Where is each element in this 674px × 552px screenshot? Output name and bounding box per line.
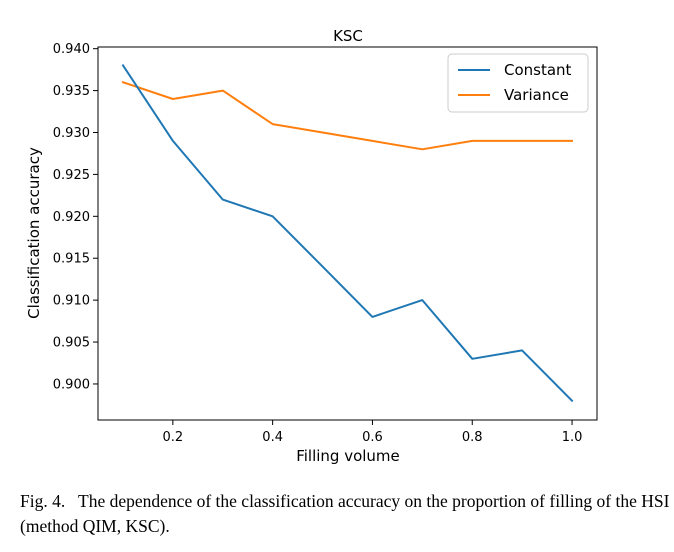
y-axis-label: Classification accuracy	[25, 147, 43, 319]
x-tick-label: 0.4	[262, 430, 283, 445]
legend-box	[447, 53, 589, 113]
y-tick-label: 0.930	[53, 126, 90, 141]
chart-title: KSC	[333, 27, 363, 45]
figure-caption: Fig. 4. The dependence of the classifica…	[20, 489, 670, 539]
y-tick-label: 0.940	[53, 42, 90, 57]
x-axis-ticks: 0.2 0.4 0.6 0.8 1.0	[163, 420, 583, 445]
x-tick-label: 0.6	[362, 430, 383, 445]
series-line-constant	[121, 64, 574, 403]
legend-label-constant: Constant	[504, 61, 572, 79]
series-layer	[121, 64, 574, 403]
legend: Constant Variance	[447, 53, 589, 113]
caption-label: Fig. 4.	[20, 491, 66, 511]
y-tick-label: 0.905	[53, 336, 90, 351]
y-tick-label: 0.915	[53, 252, 90, 267]
y-tick-label: 0.935	[53, 84, 90, 99]
y-axis-ticks: 0.900 0.905 0.910 0.915 0.920 0.925 0.930 0.935…	[53, 42, 98, 392]
line-chart: KSC 0.9000.9050.9100.9150.9200.9250.9300…	[25, 27, 598, 465]
series-line-variance	[121, 80, 573, 151]
x-axis-label: Filling volume	[296, 447, 400, 465]
y-tick-label: 0.920	[53, 210, 90, 225]
caption-text: The dependence of the classification acc…	[20, 491, 670, 536]
x-tick-label: 1.0	[562, 430, 583, 445]
y-tick-label: 0.925	[53, 168, 90, 183]
y-tick-label: 0.910	[53, 294, 90, 309]
y-tick-label: 0.900	[53, 377, 90, 392]
x-tick-label: 0.2	[163, 430, 184, 445]
legend-label-variance: Variance	[504, 86, 569, 104]
plot-frame	[97, 46, 598, 421]
x-tick-label: 0.8	[462, 430, 483, 445]
